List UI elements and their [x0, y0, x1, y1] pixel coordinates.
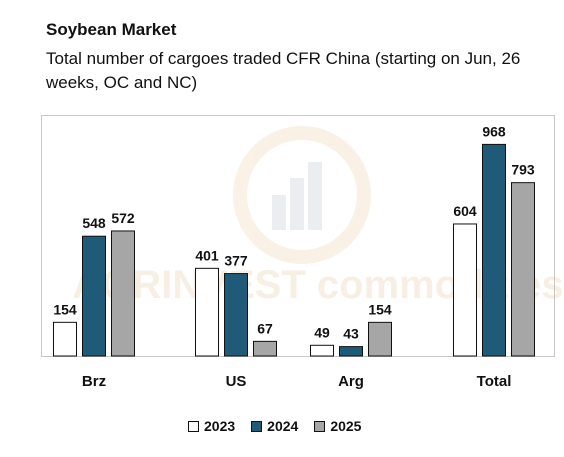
legend-item-2025: 2025	[314, 418, 361, 434]
bar-total-2024	[482, 143, 506, 357]
bar-total-2023	[453, 223, 477, 357]
legend-swatch	[188, 420, 199, 432]
bar-us-2024	[224, 273, 248, 357]
category-label-us: US	[226, 373, 247, 390]
legend-label: 2024	[267, 418, 299, 434]
bar-arg-2024	[339, 346, 363, 357]
bar-arg-2023	[310, 344, 334, 357]
category-label-total: Total	[477, 373, 512, 390]
legend-swatch	[251, 420, 263, 432]
data-label-arg-2023: 49	[314, 324, 330, 340]
category-label-brz: Brz	[82, 373, 106, 390]
data-label-brz-2023: 154	[53, 301, 77, 317]
watermark-logo: AGRINVEST commodities	[72, 126, 564, 307]
data-label-us-2023: 401	[195, 247, 219, 263]
plot-area-frame	[41, 115, 555, 357]
bar-brz-2023	[53, 321, 77, 357]
legend-label: 2023	[204, 418, 236, 434]
bar-us-2025	[253, 340, 277, 357]
bar-arg-2025	[368, 321, 392, 357]
data-label-us-2025: 67	[257, 320, 273, 336]
data-label-arg-2025: 154	[368, 301, 392, 317]
bar-us-2023	[195, 267, 219, 357]
bar-brz-2025	[111, 230, 135, 357]
bar-total-2025	[511, 182, 535, 357]
category-label-arg: Arg	[338, 373, 364, 390]
legend: 2023 2024 2025	[188, 416, 377, 436]
legend-item-2024: 2024	[251, 418, 298, 434]
legend-swatch	[314, 420, 326, 432]
legend-label: 2025	[330, 418, 362, 434]
bar-brz-2024	[82, 235, 106, 357]
data-label-total-2025: 793	[511, 162, 535, 178]
chart-title: Soybean Market	[46, 20, 177, 39]
data-label-brz-2024: 548	[82, 215, 106, 231]
data-label-arg-2024: 43	[343, 326, 359, 342]
data-label-us-2024: 377	[224, 253, 248, 269]
data-label-total-2023: 604	[453, 203, 477, 219]
legend-item-2023: 2023	[188, 418, 235, 434]
watermark-text: AGRINVEST commodities	[72, 263, 563, 307]
chart-subtitle: Total number of cargoes traded CFR China…	[46, 49, 521, 92]
data-label-total-2024: 968	[482, 123, 506, 139]
data-label-brz-2025: 572	[111, 210, 135, 226]
